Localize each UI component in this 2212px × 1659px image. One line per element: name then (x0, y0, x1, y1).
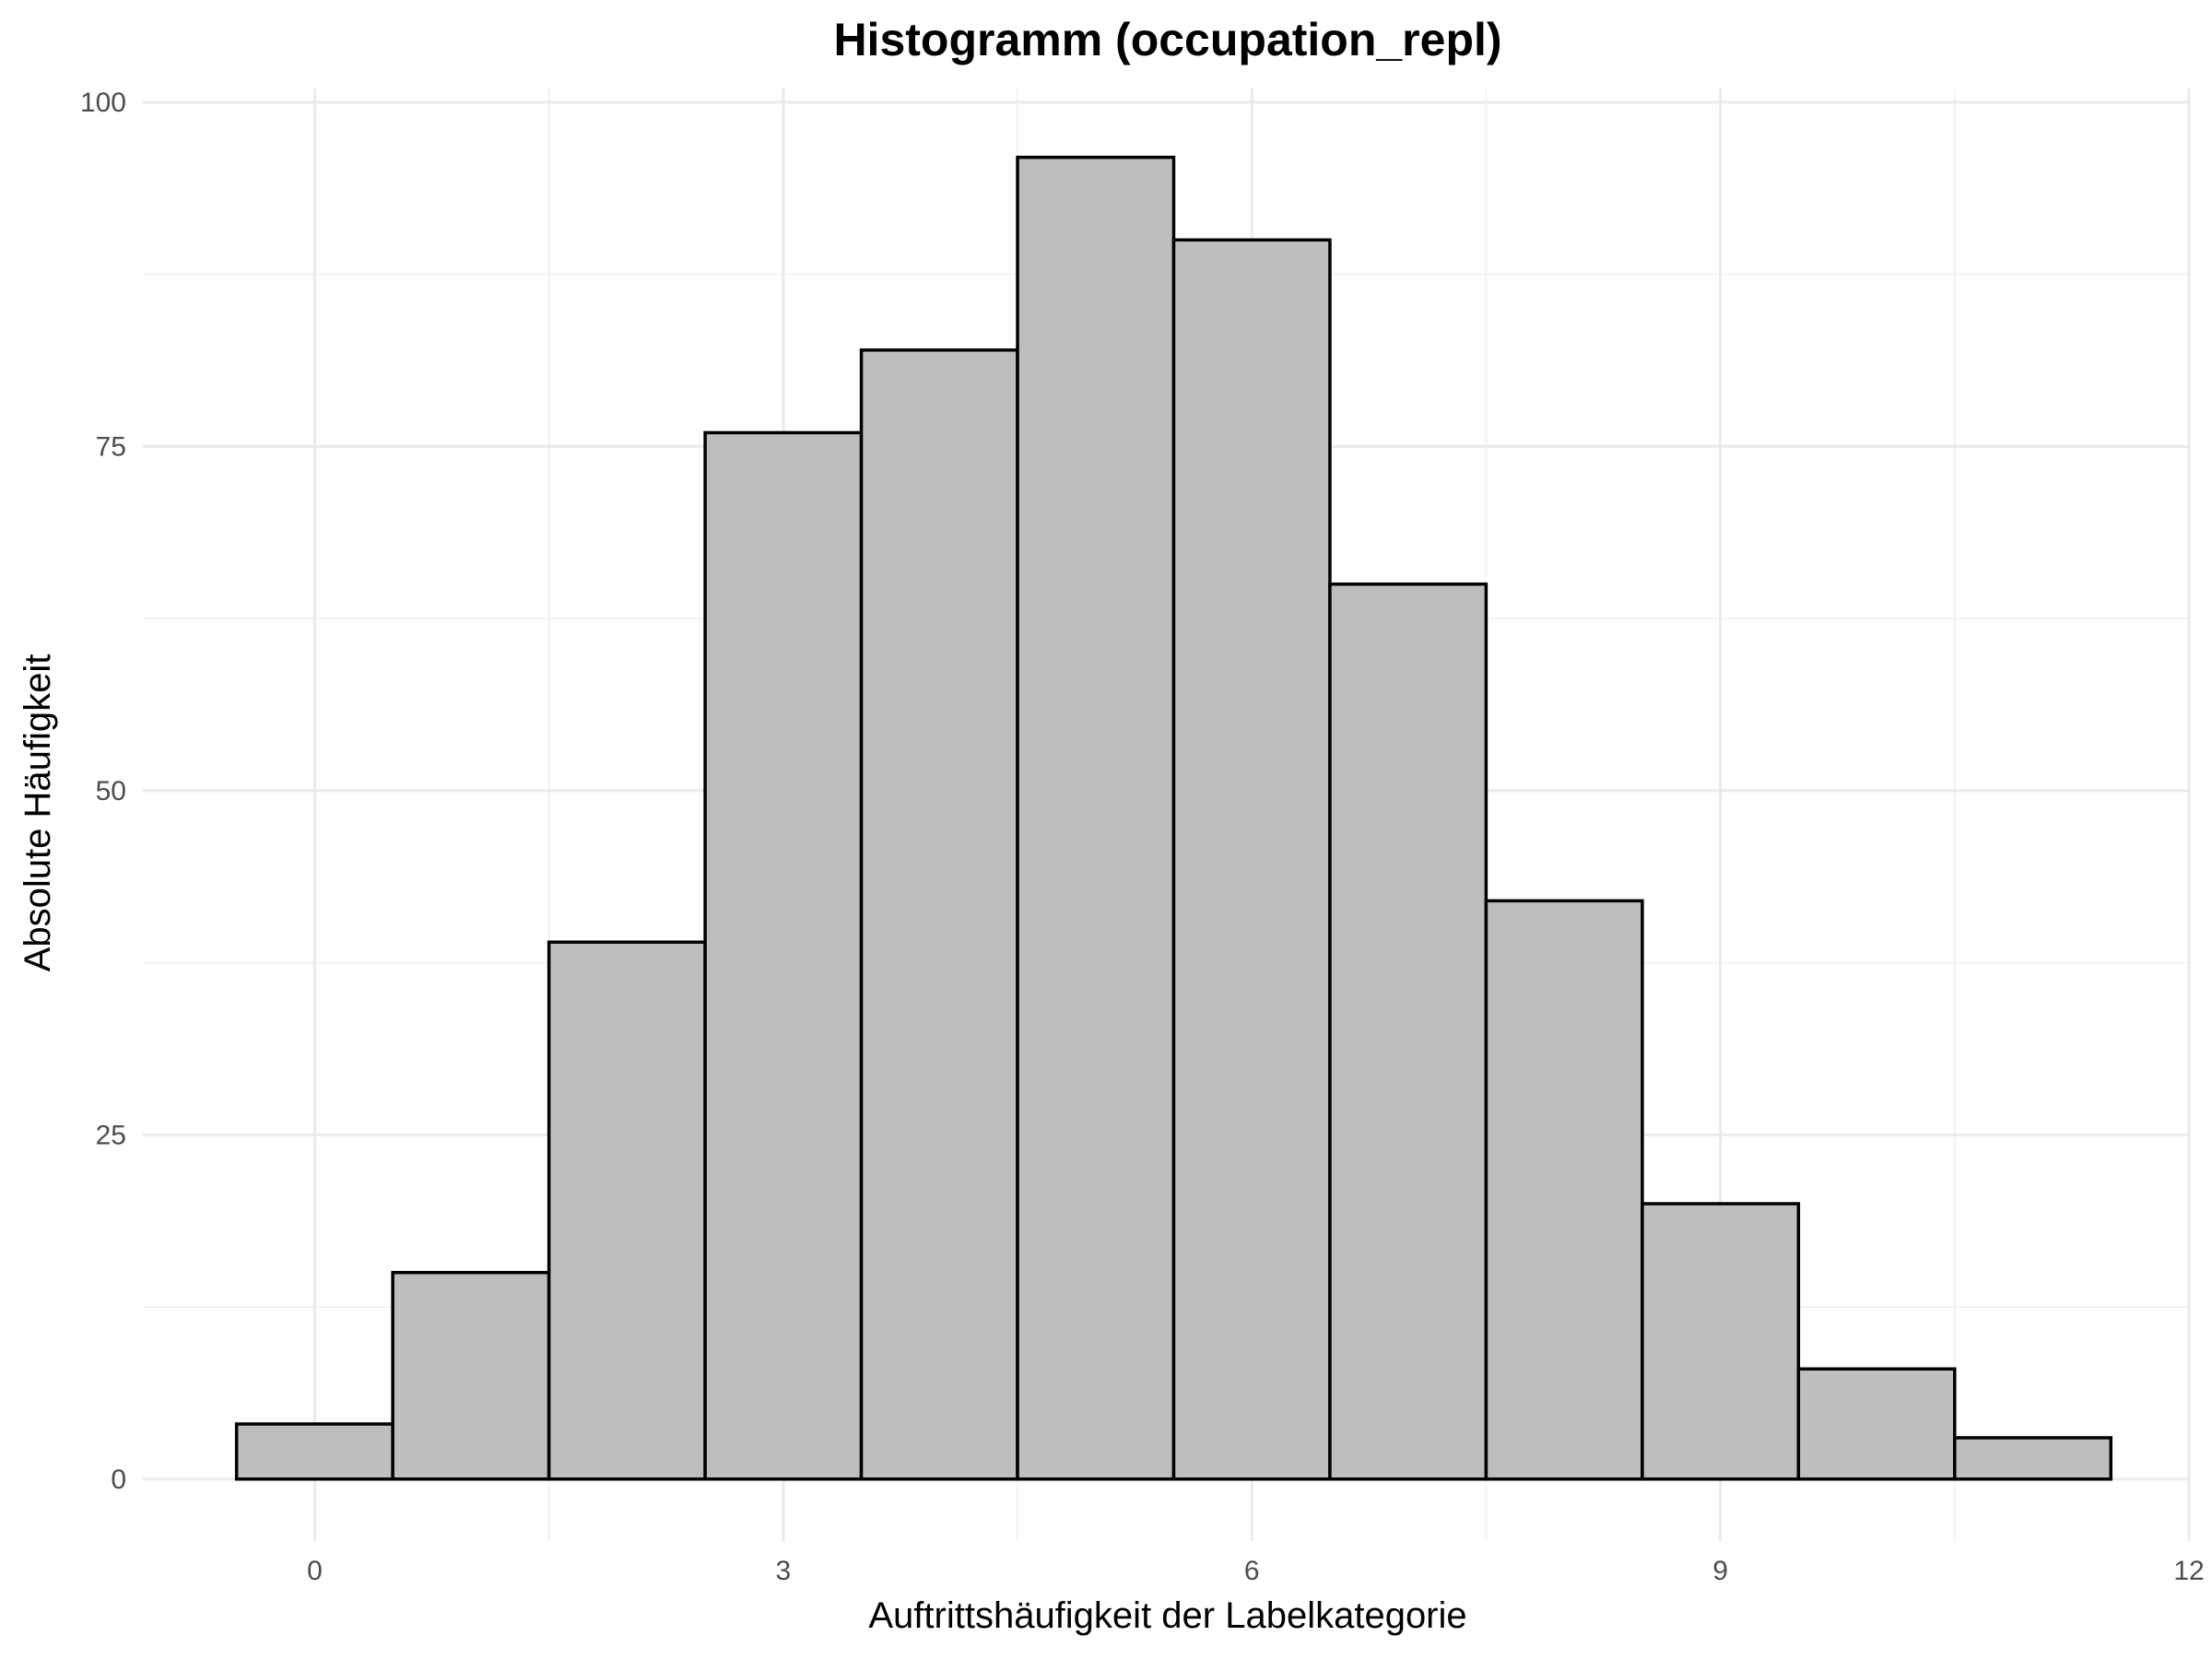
y-tick-label: 50 (96, 776, 126, 806)
y-axis-title: Absolute Häufigkeit (18, 654, 58, 972)
histogram-bar (1641, 1202, 1801, 1481)
x-tick-label: 6 (1244, 1556, 1260, 1586)
histogram-bar (1328, 582, 1488, 1481)
x-tick-label: 9 (1712, 1556, 1728, 1586)
histogram-bar (1796, 1367, 1957, 1481)
histogram-bar (1953, 1436, 2113, 1481)
histogram-bar (859, 348, 1019, 1481)
y-tick-label: 0 (111, 1465, 126, 1495)
histogram-bar (391, 1270, 551, 1481)
histogram-bar (1016, 155, 1176, 1481)
y-axis-tick-labels: 0 25 50 75 100 (80, 88, 126, 1495)
histogram-bar (1171, 238, 1332, 1481)
histogram-bar (1484, 899, 1644, 1481)
histogram-bar (547, 940, 707, 1481)
x-axis-title: Auftrittshäufigkeit der Labelkategorie (868, 1595, 1466, 1636)
x-tick-label: 0 (307, 1556, 323, 1586)
y-tick-label: 100 (80, 88, 126, 118)
x-tick-label: 12 (2173, 1556, 2204, 1586)
histogram-bar (234, 1422, 394, 1481)
y-tick-label: 25 (96, 1120, 126, 1150)
x-axis-tick-labels: 0 3 6 9 12 (307, 1556, 2205, 1586)
chart-title: Histogramm (occupation_repl) (833, 14, 1501, 65)
x-tick-label: 3 (775, 1556, 791, 1586)
histogram-bar (703, 430, 864, 1481)
histogram-bars (234, 155, 2113, 1481)
y-tick-label: 75 (96, 431, 126, 462)
